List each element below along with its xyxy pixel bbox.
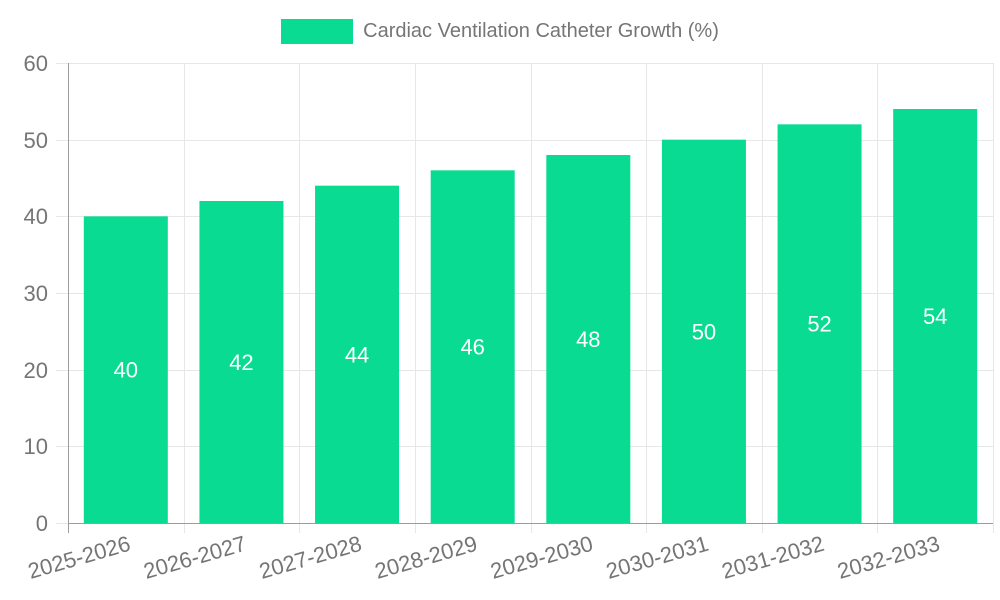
- y-tick-label: 20: [24, 358, 48, 383]
- x-tick-label: 2026-2027: [141, 531, 249, 584]
- y-tick-label: 40: [24, 204, 48, 229]
- bar-2029-2030: [546, 155, 631, 523]
- y-tick-label: 60: [24, 51, 48, 76]
- legend-swatch: [281, 19, 354, 44]
- bar-2026-2027: [199, 201, 284, 523]
- x-tick-label: 2030-2031: [603, 531, 711, 584]
- bar-2028-2029: [430, 170, 515, 524]
- bar-2025-2026: [83, 216, 168, 524]
- bar-value-label: 52: [807, 312, 831, 337]
- bar-value-label: 44: [345, 342, 369, 367]
- bar-value-label: 46: [460, 335, 484, 360]
- bar-value-label: 42: [229, 350, 253, 375]
- legend-label: Cardiac Ventilation Catheter Growth (%): [363, 20, 719, 42]
- bar-value-label: 48: [576, 327, 600, 352]
- y-tick-label: 30: [24, 281, 48, 306]
- y-tick-label: 0: [36, 511, 48, 536]
- x-tick-label: 2027-2028: [256, 531, 364, 584]
- bar-value-label: 50: [692, 319, 716, 344]
- y-tick-label: 50: [24, 128, 48, 153]
- x-tick-label: 2032-2033: [835, 531, 943, 584]
- bar-2031-2032: [777, 124, 862, 523]
- legend-item[interactable]: Cardiac Ventilation Catheter Growth (%): [0, 19, 1000, 44]
- bar-2032-2033: [893, 109, 978, 523]
- y-tick-label: 10: [24, 434, 48, 459]
- bar-2030-2031: [661, 139, 746, 523]
- bar-value-label: 54: [923, 304, 947, 329]
- x-tick-label: 2031-2032: [719, 531, 827, 584]
- x-tick-label: 2025-2026: [25, 531, 133, 584]
- x-tick-label: 2028-2029: [372, 531, 480, 584]
- x-tick-label: 2029-2030: [488, 531, 596, 584]
- bar-2027-2028: [315, 185, 400, 523]
- bar-value-label: 40: [114, 358, 138, 383]
